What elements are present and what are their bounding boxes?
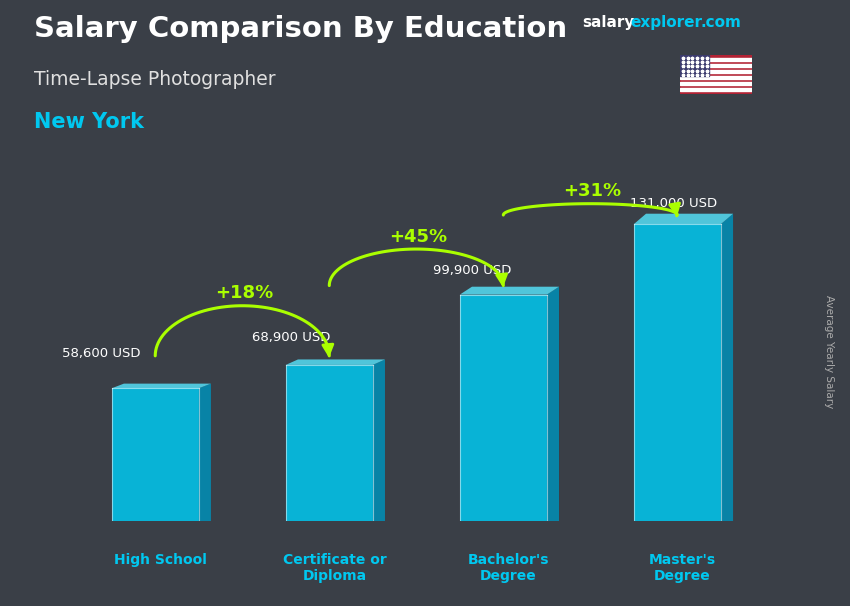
Text: .com: .com [700,15,741,30]
Bar [680,70,752,73]
Polygon shape [111,384,211,388]
Text: 131,000 USD: 131,000 USD [631,197,717,210]
Text: High School: High School [114,553,207,567]
Polygon shape [634,224,721,521]
Text: Bachelor's
Degree: Bachelor's Degree [468,553,549,583]
Bar [680,88,752,91]
Polygon shape [199,384,211,521]
Polygon shape [286,359,385,365]
Text: New York: New York [34,112,144,132]
Text: salary: salary [582,15,635,30]
Text: Salary Comparison By Education: Salary Comparison By Education [34,15,567,43]
Polygon shape [460,295,547,521]
Text: explorer: explorer [631,15,703,30]
Bar [680,76,752,79]
Polygon shape [286,365,373,521]
Bar [680,64,752,67]
Text: Time-Lapse Photographer: Time-Lapse Photographer [34,70,275,88]
Polygon shape [373,359,385,521]
Text: +31%: +31% [564,182,621,201]
Text: Average Yearly Salary: Average Yearly Salary [824,295,834,408]
Polygon shape [721,214,733,521]
Polygon shape [547,287,559,521]
Text: 99,900 USD: 99,900 USD [433,264,511,277]
Bar [680,82,752,85]
Text: Certificate or
Diploma: Certificate or Diploma [282,553,387,583]
Polygon shape [634,214,733,224]
Polygon shape [111,388,199,521]
Polygon shape [460,287,559,295]
Text: Master's
Degree: Master's Degree [649,553,717,583]
Bar [680,58,752,61]
Text: +18%: +18% [215,284,274,302]
Text: 68,900 USD: 68,900 USD [252,331,330,344]
Text: +45%: +45% [389,228,448,245]
Bar [680,55,709,76]
Text: 58,600 USD: 58,600 USD [62,347,140,360]
